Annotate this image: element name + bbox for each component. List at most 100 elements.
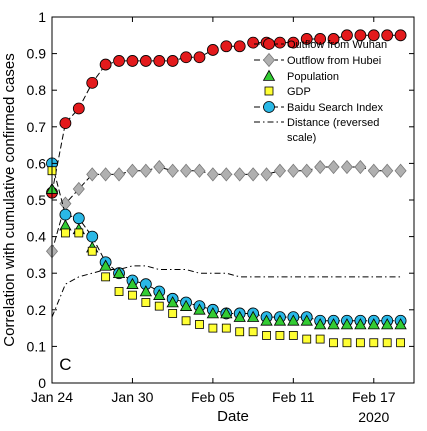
data-point-outflow-from-wuhan: [381, 29, 394, 42]
axis-ticks: 0 0.1 0.2 0.3 0.4 0.5 0.6 0.7 0.8 0.9 1 Jan 24 Jan 3…: [27, 9, 414, 405]
data-point-outflow-from-hubei: [300, 163, 313, 178]
legend-item-outflow-from-wuhan: Outflow from Wuhan: [254, 38, 387, 51]
data-point-baidu-search-index: [86, 230, 99, 243]
data-point-outflow-from-wuhan: [327, 33, 340, 45]
data-point-gdp: [369, 338, 379, 348]
y-tick-label: 0.1: [27, 338, 47, 354]
data-point-population: [59, 219, 72, 231]
data-point-outflow-from-wuhan: [206, 44, 219, 56]
series-baidu-search-index: [46, 157, 407, 327]
y-tick-label: 1: [38, 9, 46, 25]
data-point-outflow-from-hubei: [327, 159, 340, 175]
series-line-baidu-search-index: [51, 163, 401, 322]
legend-item-distance-reversed-scale: Distance (reversed scale): [254, 117, 379, 144]
data-point-population: [394, 318, 407, 330]
year-label: 2020: [358, 409, 389, 425]
data-point-outflow-from-wuhan: [341, 29, 353, 42]
data-point-outflow-from-wuhan: [220, 40, 233, 53]
data-point-outflow-from-wuhan: [354, 29, 367, 42]
data-point-population: [112, 266, 126, 279]
data-point-gdp: [168, 309, 178, 318]
legend-item-population: Population: [262, 69, 339, 83]
data-point-outflow-from-wuhan: [166, 55, 179, 67]
legend-marker: [264, 86, 274, 96]
legend-label: Outflow from Hubei: [287, 55, 381, 67]
y-tick-label: 0.2: [27, 302, 47, 318]
data-point-outflow-from-wuhan: [274, 36, 286, 49]
data-point-gdp: [195, 320, 204, 329]
data-point-outflow-from-wuhan: [193, 51, 206, 64]
x-tick-label: Jan 30: [111, 389, 153, 405]
data-point-outflow-from-wuhan: [86, 76, 99, 89]
data-point-population: [367, 318, 380, 330]
data-point-population: [179, 299, 193, 311]
data-point-outflow-from-hubei: [340, 159, 353, 175]
data-point-outflow-from-hubei: [381, 163, 394, 178]
legend-label: scale): [287, 132, 316, 144]
data-point-population: [287, 314, 300, 326]
data-point-outflow-from-hubei: [99, 167, 112, 182]
legend-label: GDP: [287, 86, 311, 98]
legend-marker: [262, 52, 276, 68]
data-point-outflow-from-hubei: [394, 163, 407, 178]
data-point-gdp: [181, 316, 191, 326]
data-point-gdp: [114, 287, 124, 296]
y-tick-label: 0.6: [27, 155, 47, 171]
data-point-outflow-from-hubei: [287, 163, 300, 178]
data-point-outflow-from-wuhan: [59, 117, 72, 130]
y-tick-label: 0.7: [27, 119, 47, 135]
data-point-outflow-from-wuhan: [99, 58, 112, 71]
data-point-gdp: [248, 327, 258, 337]
data-point-gdp: [128, 290, 137, 300]
y-tick-label: 0.4: [27, 229, 47, 245]
data-point-population: [327, 318, 340, 330]
data-point-population: [340, 318, 354, 330]
series-outflow-from-hubei: [45, 159, 407, 259]
data-point-outflow-from-hubei: [273, 163, 286, 178]
x-axis-title: Date: [217, 408, 249, 425]
x-tick-label: Feb 17: [352, 389, 396, 405]
data-point-population: [233, 310, 246, 322]
y-axis-title: Correlation with cumulative confirmed ca…: [1, 53, 18, 346]
data-point-outflow-from-wuhan: [300, 33, 313, 45]
data-point-gdp: [342, 338, 352, 348]
data-point-population: [313, 318, 327, 330]
data-point-outflow-from-hubei: [220, 167, 233, 182]
data-point-population: [273, 314, 287, 326]
data-point-outflow-from-hubei: [260, 167, 273, 182]
data-point-population: [354, 318, 367, 330]
data-point-gdp: [101, 272, 111, 282]
legend-item-gdp: GDP: [264, 86, 311, 98]
data-point-gdp: [262, 331, 271, 340]
data-point-gdp: [74, 228, 84, 238]
data-point-outflow-from-wuhan: [153, 55, 166, 67]
legend-item-outflow-from-hubei: Outflow from Hubei: [254, 52, 381, 68]
data-point-outflow-from-hubei: [139, 163, 152, 178]
panel-label: C: [59, 355, 71, 374]
data-point-outflow-from-wuhan: [394, 29, 407, 42]
data-point-gdp: [61, 228, 70, 238]
data-point-population: [260, 314, 273, 326]
data-point-outflow-from-wuhan: [113, 55, 125, 67]
data-point-outflow-from-hubei: [247, 167, 260, 182]
series-gdp: [47, 166, 405, 348]
data-point-outflow-from-wuhan: [367, 29, 380, 42]
y-tick-label: 0: [38, 375, 46, 391]
data-point-population: [381, 318, 394, 330]
data-point-population: [193, 303, 206, 315]
x-tick-label: Jan 24: [31, 389, 73, 405]
data-point-outflow-from-wuhan: [180, 51, 192, 64]
data-point-outflow-from-wuhan: [314, 33, 327, 45]
data-point-baidu-search-index: [59, 208, 72, 221]
data-point-outflow-from-hubei: [367, 163, 380, 178]
data-point-gdp: [208, 323, 218, 333]
data-point-gdp: [382, 338, 392, 348]
data-point-outflow-from-hubei: [233, 167, 246, 182]
x-tick-label: Feb 05: [191, 389, 235, 405]
legend-label: Population: [287, 71, 339, 83]
data-point-population: [139, 285, 153, 297]
data-point-outflow-from-hubei: [153, 159, 166, 175]
data-point-population: [99, 259, 112, 271]
data-point-gdp: [221, 323, 231, 333]
